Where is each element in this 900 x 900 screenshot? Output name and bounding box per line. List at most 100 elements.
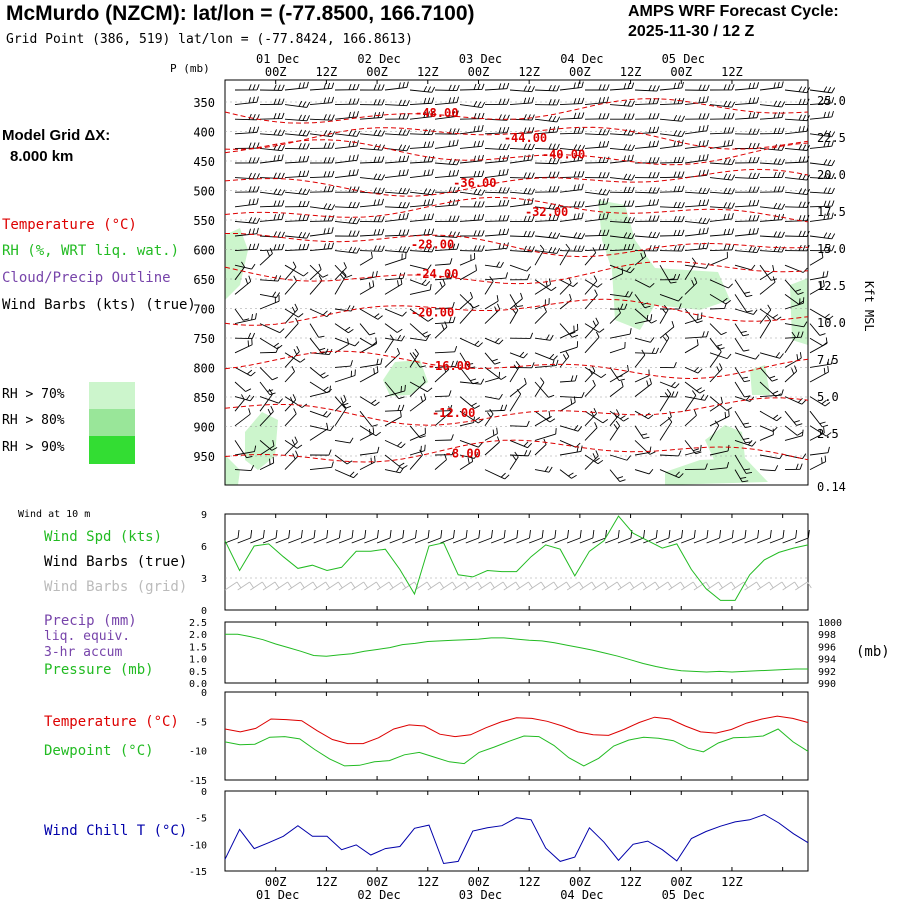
wind-barb-flag [573,425,579,431]
wind-barb-flag [477,112,481,119]
legend-rh: RH (%, WRT liq. wat.) [2,243,180,259]
wind-barb-flag [531,154,534,161]
wind-barb [684,262,697,281]
wind-barb [634,375,650,383]
wind-barb [359,452,378,456]
wind-barb-flag [295,450,299,457]
time-tick-bottom: 00Z [366,875,388,889]
wind-barb-flag [381,84,385,91]
wind-barb-flag [252,96,255,103]
wind-barb-flag [322,411,328,417]
wind-barb-flag [671,391,675,398]
wind-barb-flag [395,466,400,473]
wind-barb-flag [348,230,352,237]
wind-barb-flag [806,98,810,105]
wind-barb-flag [827,200,831,207]
wind-barb-flag [398,246,402,252]
wind-barb [534,382,545,397]
wind-barb-flag [723,213,726,220]
wind-barb-flag [723,228,727,235]
wind-barb-flag [402,155,406,162]
wind-barb-flag [456,110,459,117]
wind-barb-10m [376,537,391,544]
wind-barb [684,233,707,237]
wind-barb [634,103,657,106]
wind-barb-flag [481,201,485,208]
wind-barb [759,117,782,120]
wind-barb-flag [348,141,351,148]
wind-barb-flag [573,127,577,134]
wind-barb-flag [473,170,477,177]
wind-barb-flag [631,200,635,207]
wind-barb [634,383,652,397]
wind-barb-flag [498,243,501,250]
wind-barb [259,411,274,427]
wind-barb-flag [661,308,667,314]
y-tick-label: 3 [201,574,207,585]
wind-barb-grid-flag [363,581,369,589]
wind-barb [509,454,529,457]
wind-barb-flag [602,156,606,163]
wind-barb-flag [352,217,357,224]
wind10-label: Wind at 10 m [18,509,91,520]
wind-panel-frame [224,513,809,611]
wind-barb-flag [827,130,832,137]
wind-barb-flag [523,353,528,359]
wind-barb-flag [306,214,310,221]
wind-barb-flag [831,97,835,104]
rh-area-2 [790,278,808,345]
isotherm-line [224,439,809,463]
wind-barb-flag [602,419,609,424]
wind-barb-flag [323,171,327,178]
wind-barb-flag [706,169,709,176]
wind-barb-flag [727,174,732,180]
wind-barb-grid-flag [566,581,571,589]
wind-barb-flag [697,368,703,374]
wind-barb [434,102,457,106]
wind-barb-10m-flag [592,529,595,539]
wind-barb [234,281,251,295]
wind-barb [759,308,777,321]
y-tick-label: 9 [201,510,207,521]
wind-barb-flag [331,215,335,222]
wind-barb-flag [467,457,470,464]
wind-barb-flag [306,115,310,121]
wind-barb-flag [527,443,533,448]
wind-barb-flag [798,144,803,150]
wind-barb-flag [502,169,505,176]
wind-barb-flag [726,461,730,468]
date-tick-top: 04 Dec [560,52,603,66]
wind-barb-grid [250,581,263,591]
wind-barb-flag [252,114,256,120]
wind-barb-flag [556,116,561,123]
wind-barb [484,396,500,400]
wind-barb-flag [473,245,477,252]
wind-barb-flag [248,172,252,179]
wind-barb-10m [731,537,746,544]
wind-barb-flag [502,200,506,207]
wind-barb [734,133,758,135]
wind-barb-flag [502,127,506,134]
wind-barb-flag [602,243,606,250]
wind-barb-flag [302,101,307,108]
wind-barb-flag [756,128,760,135]
grid-point-label: Grid Point (386, 519) lat/lon = (-77.842… [6,32,413,47]
wind-barb-flag [402,144,407,151]
wind-barb-flag [294,436,298,443]
wind-barb-grid-flag [299,581,305,589]
wind-barb-flag [291,439,296,446]
wind-barb-flag [819,421,826,425]
wind-barb-flag [502,242,505,249]
wind-barb-flag [626,455,632,461]
wind-barb-flag [629,291,633,298]
wind-barb-flag [412,352,417,358]
wind-barb-flag [498,371,501,378]
wind-barb [609,425,621,441]
wind-barb-10m [592,537,606,544]
wind-barb-grid-flag [350,581,356,589]
wind-barb-flag [373,215,377,222]
wind-barb-flag [798,230,802,237]
wind-barb-10m-flag [516,529,519,539]
wind-barb [809,323,821,336]
wind-barb-flag [323,83,327,90]
